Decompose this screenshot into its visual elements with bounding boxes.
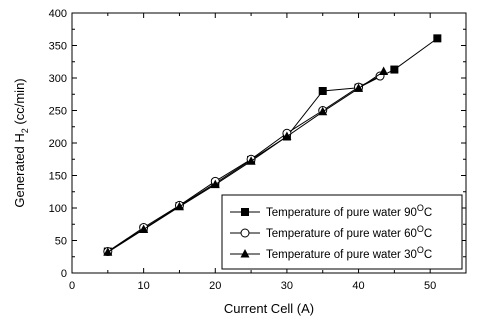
legend-box (221, 194, 463, 270)
data-point (379, 66, 389, 75)
y-axis-label: Generated H2 (cc/min) (12, 78, 30, 207)
legend-item: Temperature of pure water 90OC (230, 203, 432, 219)
data-point (318, 106, 328, 116)
data-point (210, 179, 220, 189)
legend-label: Temperature of pure water 90OC (266, 203, 432, 219)
x-tick-label: 20 (209, 280, 221, 292)
x-tick-label: 10 (138, 280, 150, 292)
y-tick-label: 0 (61, 268, 67, 280)
series-triangle (103, 66, 389, 256)
data-point (433, 34, 442, 43)
y-axis-label-unit: (cc/min) (12, 78, 27, 128)
y-axis-label-main: Generated H (12, 133, 27, 207)
y-tick-label: 400 (49, 8, 67, 20)
series-group (103, 34, 442, 257)
y-tick-label: 350 (49, 41, 67, 53)
x-tick-label: 0 (69, 280, 75, 292)
y-tick-label: 300 (49, 73, 67, 85)
y-tick-label: 250 (49, 106, 67, 118)
x-tick-label: 50 (424, 280, 436, 292)
data-point (103, 247, 113, 256)
data-point (318, 87, 327, 95)
x-tick-label: 30 (281, 280, 293, 292)
data-point (354, 83, 364, 92)
x-axis-label: Current Cell (A) (224, 301, 314, 316)
legend-label: Temperature of pure water 60OC (266, 224, 432, 240)
data-point (282, 131, 292, 140)
legend-marker (240, 249, 250, 258)
data-point (174, 201, 184, 211)
y-axis-label-subscript: 2 (20, 128, 30, 133)
legend: Temperature of pure water 90OC Temperatur… (221, 194, 463, 270)
legend-marker (240, 228, 250, 238)
legend-item: Temperature of pure water 30OC (230, 245, 432, 261)
legend-item: Temperature of pure water 60OC (230, 224, 432, 240)
y-tick-label: 200 (49, 138, 67, 150)
legend-marker (241, 208, 249, 216)
y-tick-label: 50 (55, 236, 67, 248)
y-tick-label: 150 (49, 171, 67, 183)
data-point (139, 224, 149, 233)
data-point (246, 156, 256, 165)
axes: 0 10 20 30 40 50 0 50 100 150 200 250 300 350 400 (49, 8, 467, 292)
y-tick-label: 100 (49, 203, 67, 215)
data-point (390, 65, 399, 74)
legend-label: Temperature of pure water 30OC (266, 245, 432, 261)
x-tick-label: 40 (352, 280, 364, 292)
